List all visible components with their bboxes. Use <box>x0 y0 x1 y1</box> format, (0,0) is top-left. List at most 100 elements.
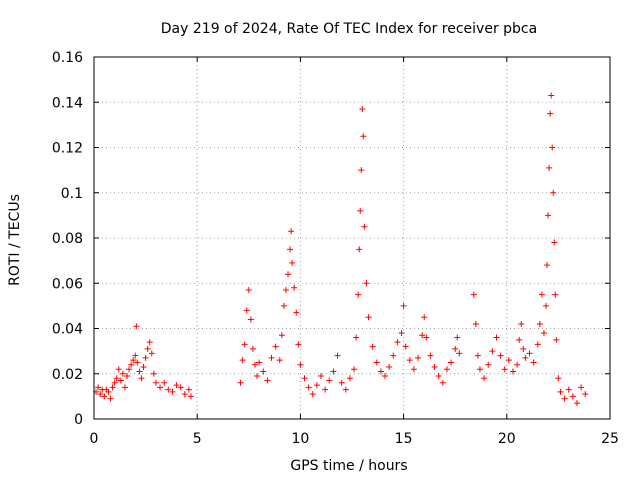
x-tick-label: 20 <box>498 431 516 447</box>
data-point <box>474 352 481 359</box>
data-point <box>365 314 372 321</box>
data-point <box>415 354 422 361</box>
data-point <box>173 382 180 389</box>
data-point <box>130 357 137 364</box>
data-point <box>536 320 543 327</box>
data-point <box>548 92 555 99</box>
data-point <box>301 375 308 382</box>
chart-title: Day 219 of 2024, Rate Of TEC Index for r… <box>161 21 537 37</box>
data-point <box>573 400 580 407</box>
data-point <box>402 343 409 350</box>
data-point <box>456 350 463 357</box>
y-axis-label: ROTI / TECUs <box>7 194 23 286</box>
data-point <box>107 395 114 402</box>
x-tick-label: 10 <box>291 431 309 447</box>
data-point <box>550 189 557 196</box>
data-point <box>291 284 298 291</box>
data-point <box>288 228 295 235</box>
y-tick-label: 0.14 <box>52 95 83 111</box>
data-point <box>313 382 320 389</box>
data-point <box>530 359 537 366</box>
data-point <box>105 388 112 395</box>
data-point <box>514 361 521 368</box>
data-point <box>476 366 483 373</box>
data-point <box>254 373 261 380</box>
data-point <box>565 386 572 393</box>
data-point <box>470 291 477 298</box>
y-tick-label: 0.02 <box>52 367 83 383</box>
data-point <box>165 386 172 393</box>
data-point <box>357 207 364 214</box>
data-point <box>485 361 492 368</box>
data-point <box>285 271 292 278</box>
axis-ticks: 0 5 10 15 20 25 0 0.02 0.04 0.06 0.08 0.1 0.12 0.14 0.… <box>52 50 619 447</box>
data-point <box>454 334 461 341</box>
data-point <box>359 106 366 113</box>
data-point <box>377 368 384 375</box>
data-point <box>243 307 250 314</box>
data-point <box>185 386 192 393</box>
data-point <box>540 330 547 337</box>
data-point <box>419 332 426 339</box>
data-point <box>534 341 541 348</box>
data-point <box>360 133 367 140</box>
data-point <box>134 359 141 366</box>
x-tick-label: 25 <box>601 431 619 447</box>
data-point <box>358 167 365 174</box>
data-point <box>555 375 562 382</box>
data-point <box>109 384 116 391</box>
data-point <box>481 375 488 382</box>
data-point <box>278 332 285 339</box>
data-point <box>390 352 397 359</box>
data-point <box>493 334 500 341</box>
data-point <box>256 359 263 366</box>
data-point <box>295 341 302 348</box>
data-point <box>177 384 184 391</box>
x-tick-label: 5 <box>193 431 202 447</box>
data-point <box>553 336 560 343</box>
data-point <box>545 212 552 219</box>
data-point <box>245 287 252 294</box>
data-point <box>394 339 401 346</box>
data-point <box>497 352 504 359</box>
data-point <box>516 336 523 343</box>
data-point <box>133 323 140 330</box>
data-point <box>361 223 368 230</box>
data-point <box>338 379 345 386</box>
data-point <box>472 320 479 327</box>
data-point <box>289 259 296 266</box>
data-point <box>356 246 363 253</box>
data-point <box>247 316 254 323</box>
data-point <box>431 363 438 370</box>
data-point <box>251 361 258 368</box>
data-point <box>582 391 589 398</box>
y-tick-label: 0.16 <box>52 50 83 66</box>
data-point <box>260 368 267 375</box>
y-tick-label: 0.1 <box>61 186 83 202</box>
y-tick-label: 0.04 <box>52 322 83 338</box>
data-point <box>97 391 104 398</box>
data-point <box>115 366 122 373</box>
data-point <box>549 144 556 151</box>
data-point <box>138 375 145 382</box>
data-point <box>561 395 568 402</box>
data-point <box>237 379 244 386</box>
data-point <box>439 379 446 386</box>
data-point <box>406 357 413 364</box>
data-point <box>287 246 294 253</box>
y-tick-label: 0.06 <box>52 276 83 292</box>
data-point <box>305 384 312 391</box>
data-point <box>293 309 300 316</box>
data-point <box>522 354 529 361</box>
data-point <box>355 291 362 298</box>
data-point <box>132 352 139 359</box>
data-point <box>113 375 120 382</box>
data-point <box>501 366 508 373</box>
data-point <box>421 314 428 321</box>
y-tick-label: 0.12 <box>52 141 83 157</box>
data-point <box>136 368 143 375</box>
data-point <box>124 373 131 380</box>
data-point <box>146 339 153 346</box>
